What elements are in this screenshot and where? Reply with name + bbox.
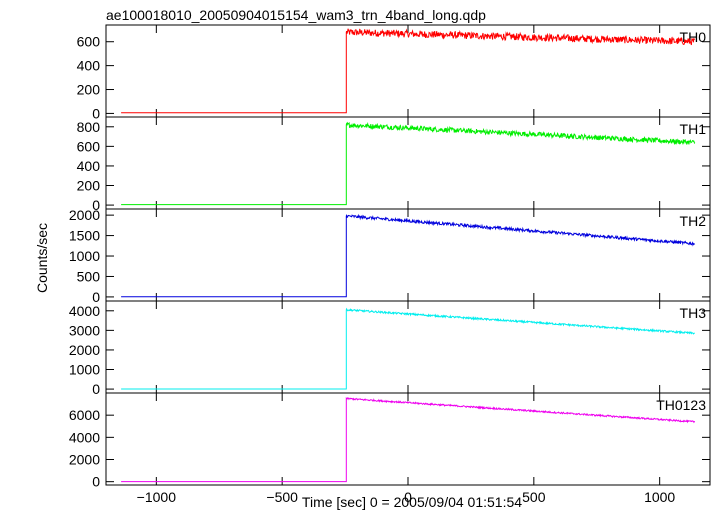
y-tick-label: 400 (77, 58, 101, 74)
panel-th0: 0 200 400 600 TH0 (77, 24, 711, 121)
y-tick-label: 200 (77, 82, 101, 98)
y-tick-label: 6000 (69, 407, 100, 423)
series-line-th3 (121, 307, 696, 390)
y-tick-label: 1500 (69, 228, 100, 244)
panel-th2: 0 500 1000 1500 2000 TH2 (69, 207, 711, 305)
x-tick-label: 500 (522, 489, 546, 505)
chart-panels: 0 200 400 600 TH0 0 200 400 600 800 TH1 0 500 1000 150… (69, 24, 711, 505)
series-label: TH0 (680, 29, 707, 45)
y-tick-label: 3000 (69, 322, 100, 338)
series-line-th0 (121, 28, 696, 114)
y-tick-label: 0 (92, 197, 100, 213)
y-tick-label: 0 (92, 289, 100, 305)
y-tick-label: 4000 (69, 429, 100, 445)
x-tick-label: 1000 (644, 489, 675, 505)
series-label: TH0123 (656, 397, 706, 413)
y-tick-label: 400 (77, 158, 101, 174)
y-tick-label: 1000 (69, 362, 100, 378)
y-tick-label: 0 (92, 381, 100, 397)
y-tick-label: 600 (77, 138, 101, 154)
panel-frame (105, 208, 711, 302)
panel-th1: 0 200 400 600 800 TH1 (77, 116, 711, 213)
y-tick-label: 2000 (69, 342, 100, 358)
series-line-th2 (121, 213, 696, 298)
panel-frame (105, 392, 711, 486)
x-tick-label: 0 (404, 489, 412, 505)
panel-th3: 0 1000 2000 3000 4000 TH3 (69, 300, 711, 397)
y-tick-label: 4000 (69, 303, 100, 319)
x-tick-label: −1000 (137, 489, 177, 505)
series-label: TH2 (680, 213, 707, 229)
series-label: TH3 (680, 305, 707, 321)
x-axis-title: Time [sec] 0 = 2005/09/04 01:51:54 (302, 494, 522, 510)
series-line-th0123 (121, 397, 695, 483)
panel-th0123: 0 2000 4000 6000 TH0123 (69, 392, 711, 490)
y-tick-label: 2000 (69, 207, 100, 223)
y-tick-label: 2000 (69, 452, 100, 468)
y-tick-label: 1000 (69, 248, 100, 264)
chart-title: ae100018010_20050904015154_wam3_trn_4ban… (106, 7, 486, 23)
y-tick-label: 0 (92, 105, 100, 121)
y-tick-label: 200 (77, 178, 101, 194)
y-tick-label: 0 (92, 474, 100, 490)
y-tick-label: 500 (77, 268, 101, 284)
panel-frame (105, 116, 711, 210)
y-tick-label: 600 (77, 34, 101, 50)
series-label: TH1 (680, 121, 707, 137)
y-axis-title: Counts/sec (34, 223, 50, 293)
series-line-th1 (121, 121, 696, 206)
y-tick-label: 800 (77, 119, 101, 135)
x-tick-label: −500 (266, 489, 298, 505)
